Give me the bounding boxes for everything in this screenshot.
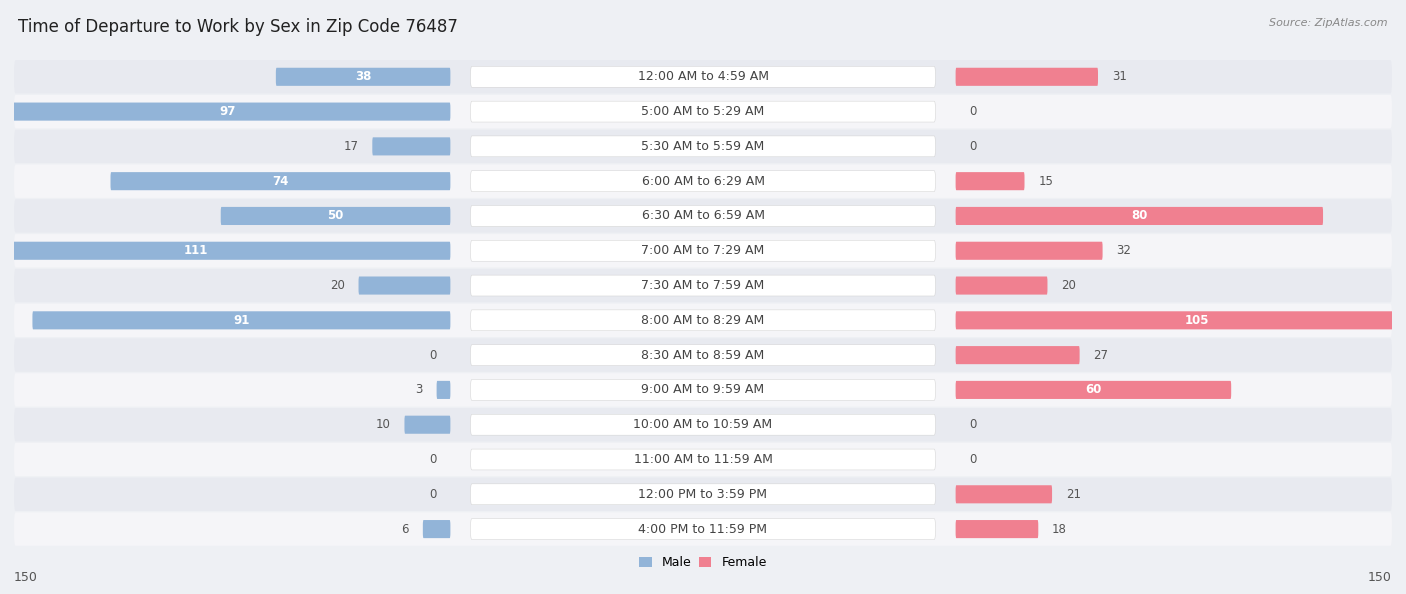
FancyBboxPatch shape <box>14 339 1392 372</box>
Text: 20: 20 <box>330 279 344 292</box>
Text: 6:30 AM to 6:59 AM: 6:30 AM to 6:59 AM <box>641 210 765 223</box>
Text: 9:00 AM to 9:59 AM: 9:00 AM to 9:59 AM <box>641 383 765 396</box>
Text: 80: 80 <box>1132 210 1147 223</box>
FancyBboxPatch shape <box>471 275 935 296</box>
Text: 4:00 PM to 11:59 PM: 4:00 PM to 11:59 PM <box>638 523 768 536</box>
Text: 8:00 AM to 8:29 AM: 8:00 AM to 8:29 AM <box>641 314 765 327</box>
FancyBboxPatch shape <box>14 513 1392 546</box>
FancyBboxPatch shape <box>373 137 450 156</box>
Text: 31: 31 <box>1112 70 1126 83</box>
FancyBboxPatch shape <box>956 311 1406 330</box>
FancyBboxPatch shape <box>359 276 450 295</box>
FancyBboxPatch shape <box>32 311 450 330</box>
Text: 0: 0 <box>969 140 977 153</box>
FancyBboxPatch shape <box>437 381 450 399</box>
FancyBboxPatch shape <box>956 207 1323 225</box>
Text: 12:00 AM to 4:59 AM: 12:00 AM to 4:59 AM <box>637 70 769 83</box>
Text: 6: 6 <box>402 523 409 536</box>
FancyBboxPatch shape <box>14 478 1392 511</box>
Text: 15: 15 <box>1038 175 1053 188</box>
FancyBboxPatch shape <box>471 206 935 226</box>
Text: 21: 21 <box>1066 488 1081 501</box>
Text: 7:30 AM to 7:59 AM: 7:30 AM to 7:59 AM <box>641 279 765 292</box>
Text: 0: 0 <box>969 418 977 431</box>
Legend: Male, Female: Male, Female <box>634 551 772 574</box>
FancyBboxPatch shape <box>471 380 935 400</box>
Text: 150: 150 <box>1368 571 1392 584</box>
FancyBboxPatch shape <box>221 207 450 225</box>
Text: 12:00 PM to 3:59 PM: 12:00 PM to 3:59 PM <box>638 488 768 501</box>
FancyBboxPatch shape <box>14 408 1392 441</box>
Text: 74: 74 <box>273 175 288 188</box>
Text: 0: 0 <box>429 453 437 466</box>
Text: 38: 38 <box>354 70 371 83</box>
FancyBboxPatch shape <box>423 520 450 538</box>
FancyBboxPatch shape <box>471 519 935 539</box>
FancyBboxPatch shape <box>14 199 1392 233</box>
FancyBboxPatch shape <box>14 269 1392 302</box>
Text: 10:00 AM to 10:59 AM: 10:00 AM to 10:59 AM <box>634 418 772 431</box>
Text: 17: 17 <box>343 140 359 153</box>
Text: 6:00 AM to 6:29 AM: 6:00 AM to 6:29 AM <box>641 175 765 188</box>
FancyBboxPatch shape <box>0 242 450 260</box>
FancyBboxPatch shape <box>956 68 1098 86</box>
FancyBboxPatch shape <box>14 373 1392 407</box>
FancyBboxPatch shape <box>956 242 1102 260</box>
Text: 18: 18 <box>1052 523 1067 536</box>
Text: 111: 111 <box>183 244 208 257</box>
FancyBboxPatch shape <box>14 304 1392 337</box>
FancyBboxPatch shape <box>14 165 1392 198</box>
FancyBboxPatch shape <box>14 443 1392 476</box>
FancyBboxPatch shape <box>956 346 1080 364</box>
Text: 105: 105 <box>1184 314 1209 327</box>
Text: 50: 50 <box>328 210 343 223</box>
Text: 3: 3 <box>415 383 423 396</box>
FancyBboxPatch shape <box>471 170 935 192</box>
FancyBboxPatch shape <box>471 449 935 470</box>
Text: 20: 20 <box>1062 279 1076 292</box>
Text: 8:30 AM to 8:59 AM: 8:30 AM to 8:59 AM <box>641 349 765 362</box>
Text: 91: 91 <box>233 314 250 327</box>
FancyBboxPatch shape <box>471 67 935 87</box>
Text: 0: 0 <box>429 488 437 501</box>
FancyBboxPatch shape <box>14 95 1392 128</box>
Text: Source: ZipAtlas.com: Source: ZipAtlas.com <box>1270 18 1388 28</box>
FancyBboxPatch shape <box>276 68 450 86</box>
FancyBboxPatch shape <box>471 484 935 505</box>
FancyBboxPatch shape <box>471 136 935 157</box>
Text: 10: 10 <box>375 418 391 431</box>
Text: 60: 60 <box>1085 383 1101 396</box>
FancyBboxPatch shape <box>14 129 1392 163</box>
FancyBboxPatch shape <box>956 520 1038 538</box>
FancyBboxPatch shape <box>956 276 1047 295</box>
FancyBboxPatch shape <box>471 414 935 435</box>
FancyBboxPatch shape <box>471 310 935 331</box>
FancyBboxPatch shape <box>956 172 1025 190</box>
FancyBboxPatch shape <box>14 234 1392 267</box>
FancyBboxPatch shape <box>4 103 450 121</box>
Text: 11:00 AM to 11:59 AM: 11:00 AM to 11:59 AM <box>634 453 772 466</box>
FancyBboxPatch shape <box>471 345 935 365</box>
FancyBboxPatch shape <box>956 485 1052 503</box>
Text: 27: 27 <box>1094 349 1108 362</box>
Text: 0: 0 <box>969 453 977 466</box>
Text: 0: 0 <box>429 349 437 362</box>
Text: 0: 0 <box>969 105 977 118</box>
Text: 150: 150 <box>14 571 38 584</box>
FancyBboxPatch shape <box>471 101 935 122</box>
Text: 5:00 AM to 5:29 AM: 5:00 AM to 5:29 AM <box>641 105 765 118</box>
FancyBboxPatch shape <box>14 60 1392 93</box>
Text: 32: 32 <box>1116 244 1132 257</box>
FancyBboxPatch shape <box>405 416 450 434</box>
Text: 7:00 AM to 7:29 AM: 7:00 AM to 7:29 AM <box>641 244 765 257</box>
FancyBboxPatch shape <box>956 381 1232 399</box>
Text: Time of Departure to Work by Sex in Zip Code 76487: Time of Departure to Work by Sex in Zip … <box>18 18 458 36</box>
FancyBboxPatch shape <box>111 172 450 190</box>
Text: 97: 97 <box>219 105 236 118</box>
FancyBboxPatch shape <box>471 241 935 261</box>
Text: 5:30 AM to 5:59 AM: 5:30 AM to 5:59 AM <box>641 140 765 153</box>
